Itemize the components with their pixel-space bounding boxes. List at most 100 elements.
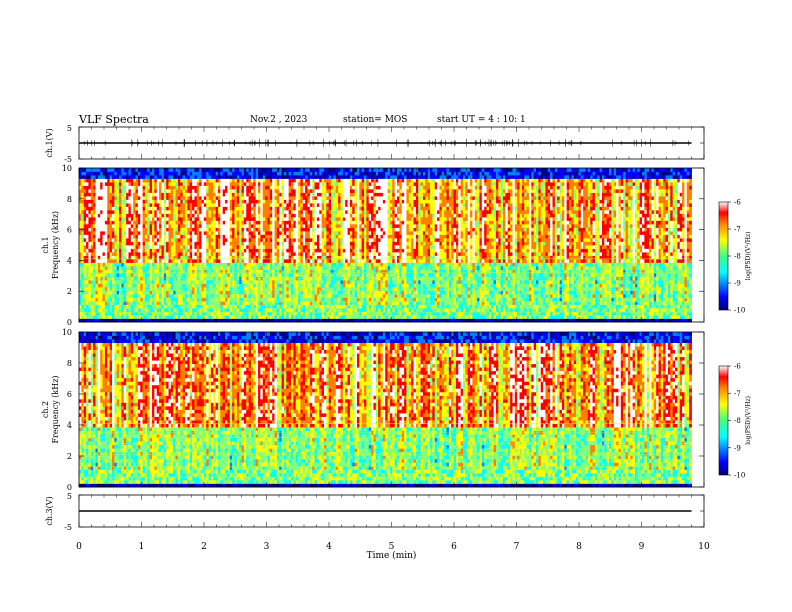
- spectrogram-cell: [192, 273, 195, 277]
- spectrogram-cell: [199, 231, 202, 235]
- spectrogram-cell: [157, 294, 160, 298]
- spectrogram-cell: [225, 168, 228, 172]
- spectrogram-cell: [263, 217, 266, 221]
- spectrogram-cell: [199, 242, 202, 246]
- spectrogram-cell: [164, 221, 167, 225]
- spectrogram-cell: [81, 214, 84, 218]
- spectrogram-cell: [237, 287, 240, 291]
- spectrogram-cell: [204, 294, 207, 298]
- spectrogram-cell: [289, 182, 292, 186]
- spectrogram-cell: [110, 182, 113, 186]
- spectrogram-cell: [150, 305, 153, 309]
- spectrogram-cell: [265, 242, 268, 246]
- spectrogram-cell: [315, 168, 318, 172]
- spectrogram-cell: [251, 196, 254, 200]
- spectrogram-cell: [324, 305, 327, 309]
- spectrogram-cell: [305, 189, 308, 193]
- spectrogram-cell: [310, 235, 313, 239]
- spectrogram-cell: [197, 179, 200, 183]
- spectrogram-cell: [159, 312, 162, 316]
- spectrogram-cell: [79, 301, 82, 305]
- spectrogram-cell: [143, 291, 146, 295]
- spectrogram-cell: [296, 308, 299, 312]
- spectrogram-cell: [166, 315, 169, 319]
- spectrogram-cell: [110, 273, 113, 277]
- spectrogram-cell: [187, 315, 190, 319]
- spectrogram-cell: [147, 214, 150, 218]
- spectrogram-cell: [260, 182, 263, 186]
- spectrogram-cell: [180, 214, 183, 218]
- spectrogram-cell: [263, 224, 266, 228]
- spectrogram-cell: [258, 238, 261, 242]
- spectrogram-cell: [81, 280, 84, 284]
- spectrogram-cell: [138, 291, 141, 295]
- spectrogram-cell: [176, 189, 179, 193]
- spectrogram-cell: [190, 189, 193, 193]
- spectrogram-cell: [308, 249, 311, 253]
- spectrogram-cell: [119, 252, 122, 256]
- spectrogram-cell: [291, 231, 294, 235]
- spectrogram-cell: [95, 238, 98, 242]
- spectrogram-cell: [234, 245, 237, 249]
- spectrogram-cell: [265, 175, 268, 179]
- spectrogram-cell: [159, 231, 162, 235]
- spectrogram-cell: [303, 280, 306, 284]
- spectrogram-cell: [98, 263, 101, 267]
- spectrogram-cell: [324, 231, 327, 235]
- spectrogram-cell: [133, 200, 136, 204]
- spectrogram-cell: [244, 277, 247, 281]
- spectrogram-cell: [291, 235, 294, 239]
- spectrogram-cell: [322, 196, 325, 200]
- spectrogram-cell: [154, 179, 157, 183]
- spectrogram-cell: [194, 235, 197, 239]
- spectrogram-cell: [183, 277, 186, 281]
- spectrogram-cell: [331, 224, 334, 228]
- spectrogram-cell: [251, 182, 254, 186]
- spectrogram-cell: [185, 308, 188, 312]
- spectrogram-cell: [277, 175, 280, 179]
- spectrogram-cell: [263, 312, 266, 316]
- spectrogram-cell: [230, 182, 233, 186]
- spectrogram-cell: [216, 186, 219, 190]
- spectrogram-cell: [284, 217, 287, 221]
- spectrogram-cell: [166, 280, 169, 284]
- spectrogram-cell: [324, 312, 327, 316]
- spectrogram-cell: [227, 231, 230, 235]
- spectrogram-cell: [178, 277, 181, 281]
- spectrogram-cell: [244, 189, 247, 193]
- spectrogram-cell: [121, 210, 124, 214]
- spectrogram-cell: [275, 298, 278, 302]
- spectrogram-cell: [310, 203, 313, 207]
- spectrogram-cell: [183, 273, 186, 277]
- spectrogram-cell: [164, 186, 167, 190]
- spectrogram-cell: [293, 200, 296, 204]
- spectrogram-cell: [114, 280, 117, 284]
- spectrogram-cell: [154, 196, 157, 200]
- spectrogram-cell: [131, 273, 134, 277]
- spectrogram-cell: [227, 259, 230, 263]
- spectrogram-cell: [159, 221, 162, 225]
- spectrogram-cell: [216, 287, 219, 291]
- spectrogram-cell: [98, 277, 101, 281]
- spectrogram-cell: [263, 252, 266, 256]
- spectrogram-cell: [112, 175, 115, 179]
- spectrogram-cell: [223, 245, 226, 249]
- spectrogram-cell: [159, 228, 162, 232]
- spectrogram-cell: [84, 224, 87, 228]
- spectrogram-cell: [110, 221, 113, 225]
- spectrogram-cell: [312, 263, 315, 267]
- spectrogram-cell: [185, 221, 188, 225]
- spectrogram-cell: [232, 312, 235, 316]
- spectrogram-cell: [192, 182, 195, 186]
- spectrogram-cell: [293, 228, 296, 232]
- spectrogram-cell: [216, 217, 219, 221]
- spectrogram-cell: [303, 196, 306, 200]
- spectrogram-cell: [161, 196, 164, 200]
- spectrogram-cell: [183, 210, 186, 214]
- spectrogram-cell: [133, 305, 136, 309]
- spectrogram-cell: [150, 242, 153, 246]
- spectrogram-cell: [296, 221, 299, 225]
- spectrogram-cell: [202, 249, 205, 253]
- spectrogram-cell: [152, 263, 155, 267]
- spectrogram-cell: [112, 207, 115, 211]
